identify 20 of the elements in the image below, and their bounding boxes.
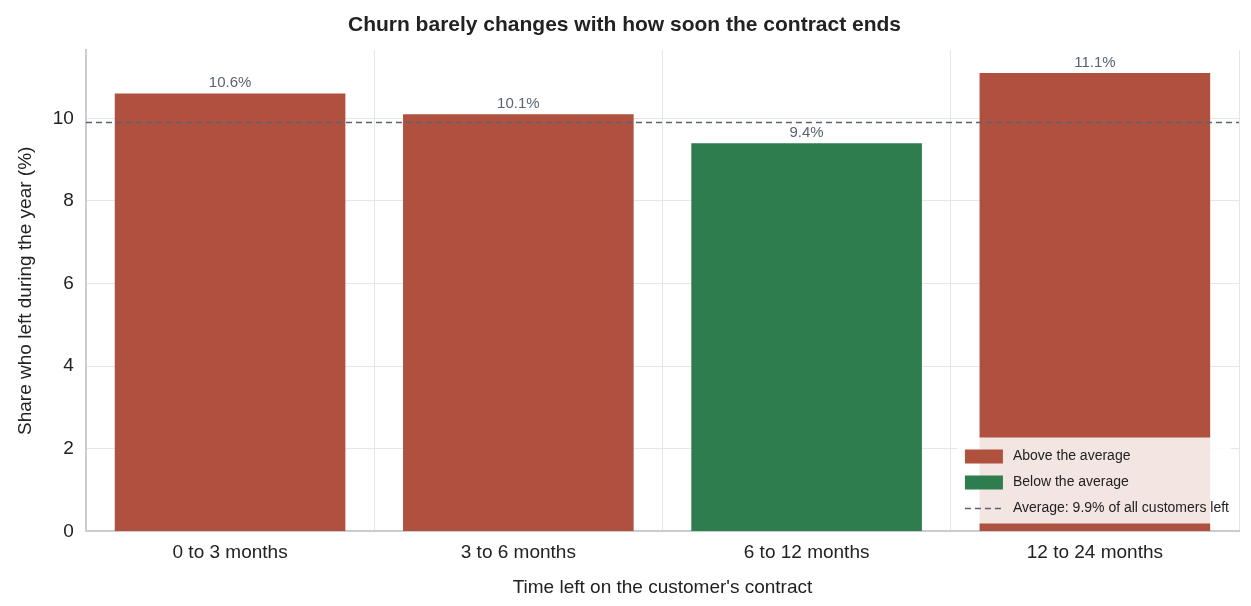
data-label: 9.4% [789,122,824,140]
y-tick-label: 8 [63,189,74,211]
x-tick-label: 12 to 24 months [1026,541,1163,563]
data-label: 11.1% [1074,52,1116,70]
legend-label: Average: 9.9% of all customers left [1012,499,1230,516]
y-axis-title: Share who left during the year (%) [13,146,35,435]
y-tick-label: 6 [63,271,74,293]
y-tick-label: 2 [63,437,74,459]
x-axis-title: Time left on the customer's contract [512,575,814,597]
x-tick-label: 6 to 12 months [743,541,870,563]
legend-label: Below the average [1012,473,1130,490]
data-label: 10.1% [497,93,540,111]
legend-label: Above the average [1012,447,1131,464]
data-label: 10.6% [208,73,252,91]
x-tick-label: 0 to 3 months [172,541,288,563]
y-tick-label: 0 [63,519,74,541]
y-tick-label: 4 [63,354,75,376]
y-tick-label: 10 [52,106,74,128]
x-tick-label: 3 to 6 months [460,541,576,563]
chart-title: Churn barely changes with how soon the contract ends [347,12,902,36]
